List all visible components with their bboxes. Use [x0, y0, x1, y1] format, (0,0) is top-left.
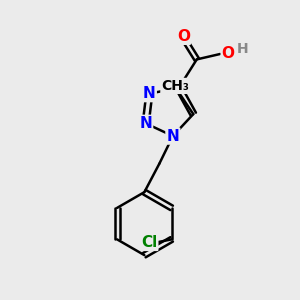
Text: O: O	[177, 29, 190, 44]
Text: CH₃: CH₃	[161, 79, 189, 93]
Text: N: N	[167, 128, 179, 143]
Text: N: N	[143, 86, 156, 101]
Text: Cl: Cl	[141, 235, 157, 250]
Text: O: O	[222, 46, 235, 62]
Text: H: H	[237, 42, 248, 56]
Text: N: N	[139, 116, 152, 131]
